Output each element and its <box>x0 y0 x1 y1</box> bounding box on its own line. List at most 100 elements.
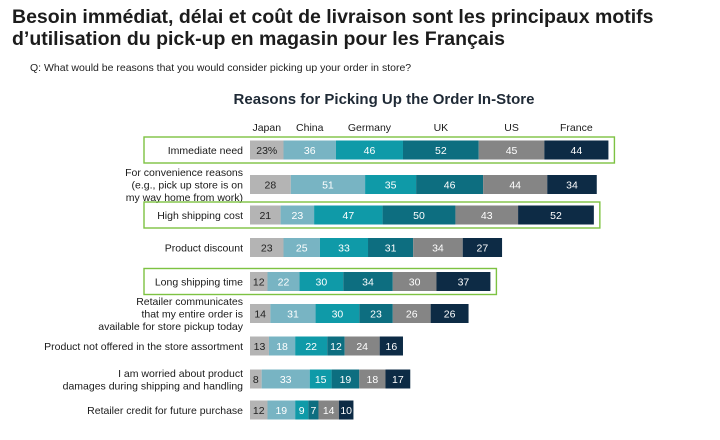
category-label: For convenience reasons <box>125 167 243 179</box>
bar-china <box>268 336 296 356</box>
value-label-germany: 9 <box>299 405 305 417</box>
value-label-china: 31 <box>287 309 299 321</box>
value-label-france: 26 <box>444 309 456 321</box>
highlight-box <box>143 201 601 229</box>
value-label-japan: 14 <box>254 309 266 321</box>
bar-us <box>359 369 386 389</box>
value-label-japan: 12 <box>253 277 265 289</box>
value-label-japan: 23 <box>261 243 273 255</box>
value-label-germany: 30 <box>316 277 328 289</box>
survey-question: Q: What would be reasons that you would … <box>30 62 412 74</box>
value-label-us: 26 <box>406 309 418 321</box>
legend-uk: UK <box>434 122 449 134</box>
row-high-shipping-cost: High shipping cost 21 23 47 50 43 52 <box>143 201 601 229</box>
bar-uk <box>331 369 360 389</box>
bar-france <box>518 205 594 225</box>
category-label: I am worried about product <box>118 368 243 380</box>
value-label-france: 17 <box>392 374 404 386</box>
page-headline: Besoin immédiat, délai et coût de livrai… <box>12 6 654 50</box>
bar-us <box>478 140 545 160</box>
value-label-france: 44 <box>571 145 583 157</box>
bar-germany <box>335 140 403 160</box>
bar-us <box>344 336 380 356</box>
bar-china <box>290 175 366 194</box>
value-label-uk: 19 <box>340 374 352 386</box>
bar-germany <box>314 205 383 225</box>
value-label-us: 30 <box>409 277 421 289</box>
bar-japan <box>250 369 262 389</box>
bar-japan <box>250 272 268 291</box>
value-label-germany: 47 <box>343 210 355 222</box>
category-label: Retailer credit for future purchase <box>87 405 243 417</box>
bar-us <box>392 304 431 323</box>
bar-france <box>430 304 469 323</box>
value-label-germany: 22 <box>305 341 317 353</box>
category-label: damages during shipping and handling <box>63 380 244 392</box>
category-label: that my entire order is <box>141 309 243 321</box>
value-label-france: 52 <box>550 210 562 222</box>
bar-uk <box>327 336 345 356</box>
category-label: Immediate need <box>168 145 243 157</box>
value-label-germany: 30 <box>332 309 344 321</box>
legend-germany: Germany <box>348 122 392 134</box>
bar-us <box>318 400 339 420</box>
value-label-germany: 46 <box>364 145 376 157</box>
category-label: Long shipping time <box>155 277 243 289</box>
series-legend: Japan China Germany UK US France <box>252 122 592 134</box>
highlight-box <box>143 136 616 164</box>
value-label-japan: 28 <box>265 180 277 192</box>
bar-us <box>455 205 519 225</box>
value-label-germany: 33 <box>338 243 350 255</box>
bar-us <box>413 238 463 257</box>
bar-germany <box>309 369 332 389</box>
bar-france <box>547 175 597 194</box>
value-label-china: 33 <box>280 374 292 386</box>
value-label-japan: 8 <box>253 374 259 386</box>
bar-japan <box>250 400 268 420</box>
value-label-us: 18 <box>367 374 379 386</box>
bar-japan <box>250 175 291 194</box>
bar-uk <box>382 205 456 225</box>
bar-germany <box>315 304 360 323</box>
value-label-france: 34 <box>566 180 578 192</box>
value-label-japan: 13 <box>254 341 266 353</box>
bar-germany <box>295 336 328 356</box>
value-label-us: 44 <box>509 180 521 192</box>
bar-france <box>544 140 609 160</box>
bar-france <box>379 336 403 356</box>
bar-japan <box>250 238 284 257</box>
category-label: my way home from work) <box>126 192 243 204</box>
value-label-china: 19 <box>275 405 287 417</box>
category-label: Product not offered in the store assortm… <box>44 341 243 353</box>
bar-us <box>392 272 437 291</box>
bar-china <box>270 304 316 323</box>
category-label: available for store pickup today <box>98 321 243 333</box>
bar-germany <box>295 400 309 420</box>
bar-china <box>261 369 310 389</box>
value-label-china: 18 <box>276 341 288 353</box>
legend-china: China <box>296 122 324 134</box>
value-label-uk: 50 <box>413 210 425 222</box>
value-label-us: 14 <box>323 405 335 417</box>
row-product-discount: Product discount 23 25 33 31 34 27 <box>165 238 503 257</box>
bar-germany <box>319 238 369 257</box>
value-label-china: 51 <box>322 180 334 192</box>
value-label-china: 36 <box>304 145 316 157</box>
legend-japan: Japan <box>252 122 281 134</box>
value-label-france: 27 <box>477 243 489 255</box>
row-for-convenience-reasons-e-g-pick-up-store-is-on-my-way-home-from-work: For convenience reasons(e.g., pick up st… <box>125 167 597 204</box>
value-label-japan: 12 <box>253 405 265 417</box>
value-label-uk: 34 <box>362 277 374 289</box>
bar-japan <box>250 304 271 323</box>
bar-japan <box>250 140 284 160</box>
category-label: High shipping cost <box>157 210 243 222</box>
value-label-us: 24 <box>356 341 368 353</box>
bar-germany <box>365 175 417 194</box>
bar-japan <box>250 336 269 356</box>
value-label-us: 34 <box>432 243 444 255</box>
category-label: (e.g., pick up store is on <box>132 180 244 192</box>
bar-france <box>462 238 503 257</box>
